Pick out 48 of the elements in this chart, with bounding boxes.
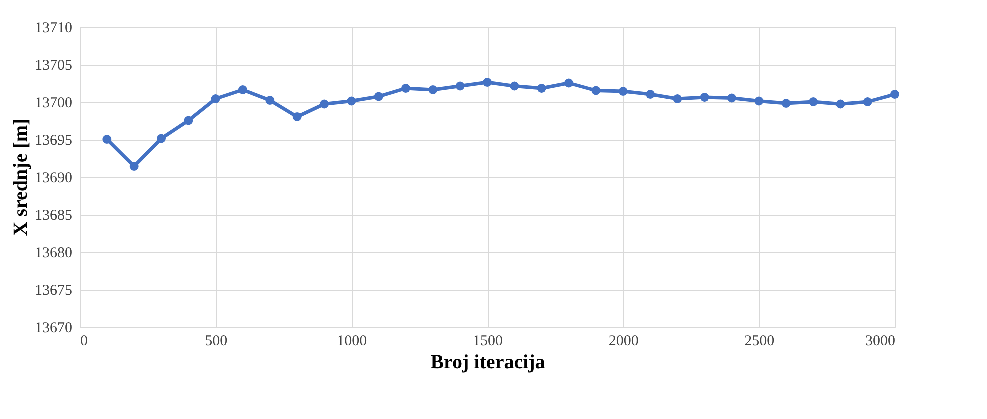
y-tick-label: 13710 bbox=[35, 20, 72, 36]
x-tick-label: 3000 bbox=[866, 334, 896, 350]
y-tick-label: 13680 bbox=[35, 246, 72, 262]
y-tick-label: 13705 bbox=[35, 58, 72, 74]
point bbox=[428, 86, 438, 94]
point bbox=[809, 98, 818, 106]
point bbox=[537, 84, 546, 93]
point bbox=[483, 78, 492, 87]
point bbox=[374, 92, 384, 102]
point bbox=[266, 96, 275, 105]
point bbox=[102, 135, 112, 144]
y-tick-label: 13675 bbox=[35, 283, 72, 299]
y-axis-title: X srednje [m] bbox=[10, 118, 32, 236]
point bbox=[292, 112, 302, 122]
point bbox=[157, 134, 166, 144]
point bbox=[592, 86, 601, 96]
x-tick-label: 2500 bbox=[744, 334, 775, 350]
point bbox=[320, 100, 329, 109]
point bbox=[184, 116, 194, 126]
y-tick-label: 13690 bbox=[35, 170, 72, 186]
x-tick-label: 0 bbox=[80, 334, 88, 350]
point bbox=[238, 86, 248, 94]
point bbox=[673, 94, 682, 104]
x-tick-label: 1500 bbox=[473, 334, 503, 350]
point bbox=[836, 100, 846, 109]
y-tick-label: 13700 bbox=[35, 96, 72, 112]
point bbox=[863, 98, 872, 106]
point bbox=[754, 96, 764, 106]
point bbox=[782, 99, 791, 108]
point bbox=[347, 96, 356, 106]
x-tick-label: 500 bbox=[205, 334, 228, 350]
point bbox=[700, 93, 710, 102]
point bbox=[564, 78, 574, 88]
x-tick-label: 1000 bbox=[337, 334, 368, 350]
x-axis-title: Broj iteracija bbox=[430, 352, 546, 374]
point bbox=[456, 82, 465, 91]
point bbox=[618, 87, 628, 96]
point bbox=[890, 90, 900, 99]
point bbox=[130, 162, 139, 171]
y-tick-label: 13695 bbox=[35, 133, 72, 149]
point bbox=[402, 84, 410, 93]
point bbox=[211, 94, 220, 104]
point bbox=[646, 90, 655, 99]
point bbox=[510, 82, 520, 91]
x-tick-label: 2000 bbox=[608, 334, 639, 350]
point bbox=[728, 94, 736, 103]
y-tick-label: 13670 bbox=[35, 320, 72, 336]
y-tick-label: 13685 bbox=[35, 208, 72, 224]
